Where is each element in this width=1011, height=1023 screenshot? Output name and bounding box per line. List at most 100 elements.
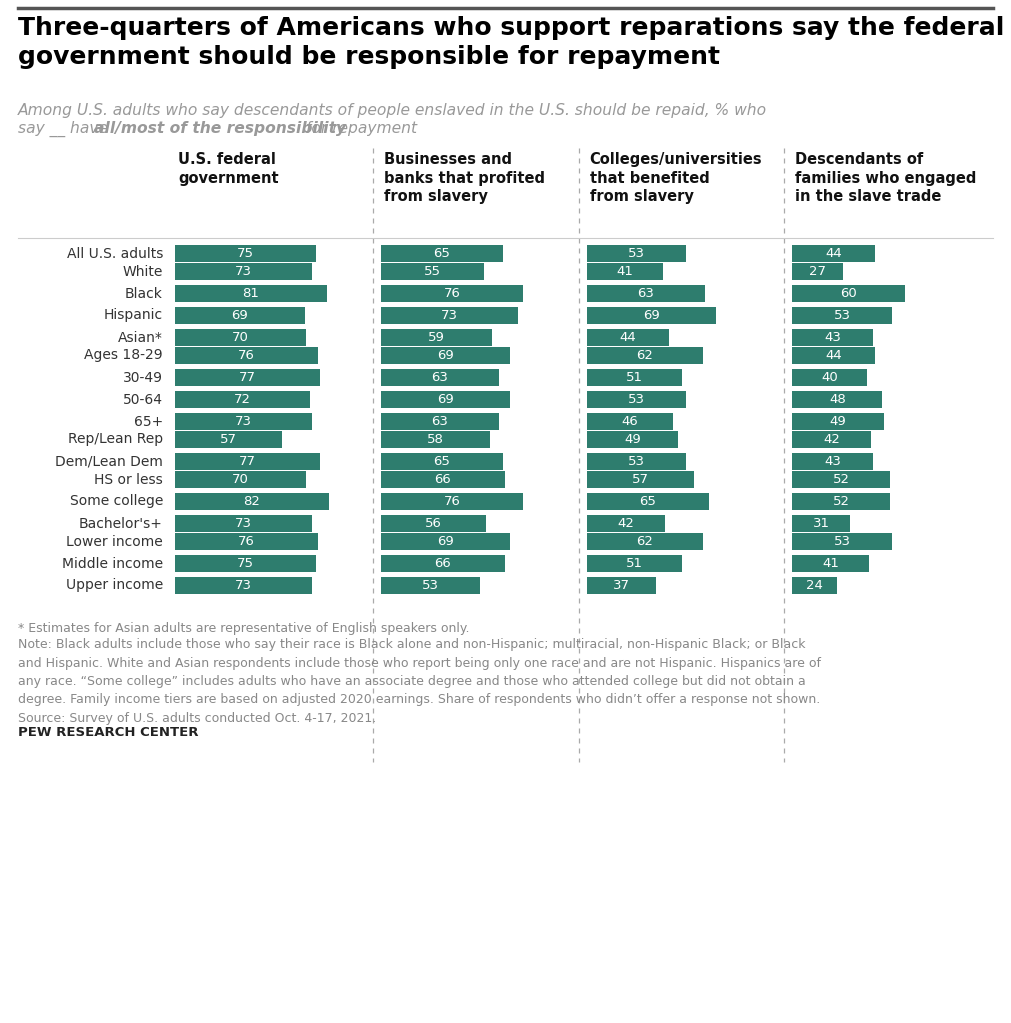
Text: 82: 82: [244, 495, 261, 508]
Text: 44: 44: [825, 247, 842, 260]
Text: 49: 49: [830, 415, 846, 428]
Bar: [586, 369, 682, 386]
Text: 76: 76: [238, 535, 255, 548]
Bar: [793, 307, 892, 324]
Text: all/most of the responsibility: all/most of the responsibility: [94, 121, 346, 136]
Bar: [586, 391, 686, 408]
Bar: [175, 413, 312, 430]
Text: 62: 62: [636, 535, 653, 548]
Bar: [175, 533, 317, 550]
Bar: [793, 471, 890, 488]
Text: 41: 41: [822, 557, 839, 570]
Text: 63: 63: [432, 415, 448, 428]
Bar: [175, 391, 310, 408]
Bar: [381, 431, 489, 448]
Text: 70: 70: [233, 473, 249, 486]
Text: Rep/Lean Rep: Rep/Lean Rep: [68, 433, 163, 446]
Text: Note: Black adults include those who say their race is Black alone and non-Hispa: Note: Black adults include those who say…: [18, 638, 821, 725]
Text: 76: 76: [444, 495, 461, 508]
Bar: [586, 347, 703, 364]
Text: Black: Black: [125, 286, 163, 301]
Bar: [175, 285, 328, 302]
Text: 58: 58: [427, 433, 444, 446]
Bar: [793, 369, 867, 386]
Bar: [793, 533, 892, 550]
Text: Bachelor's+: Bachelor's+: [79, 517, 163, 531]
Text: 77: 77: [239, 371, 256, 384]
Bar: [381, 244, 502, 262]
Bar: [586, 413, 673, 430]
Text: 63: 63: [432, 371, 448, 384]
Bar: [793, 453, 872, 470]
Text: 75: 75: [237, 557, 254, 570]
Bar: [381, 369, 499, 386]
Text: U.S. federal
government: U.S. federal government: [178, 152, 279, 185]
Bar: [793, 391, 883, 408]
Bar: [381, 577, 480, 594]
Text: 69: 69: [437, 393, 454, 406]
Bar: [175, 431, 282, 448]
Text: 65: 65: [639, 495, 656, 508]
Text: PEW RESEARCH CENTER: PEW RESEARCH CENTER: [18, 726, 198, 739]
Text: Ages 18-29: Ages 18-29: [84, 349, 163, 362]
Bar: [175, 493, 329, 510]
Text: Dem/Lean Dem: Dem/Lean Dem: [56, 454, 163, 469]
Text: 48: 48: [829, 393, 845, 406]
Bar: [175, 263, 312, 280]
Text: 56: 56: [425, 517, 442, 530]
Text: 42: 42: [618, 517, 634, 530]
Bar: [175, 347, 317, 364]
Bar: [381, 285, 524, 302]
Text: 73: 73: [441, 309, 458, 322]
Text: 69: 69: [232, 309, 248, 322]
Text: White: White: [122, 265, 163, 278]
Text: 65+: 65+: [133, 414, 163, 429]
Text: 44: 44: [825, 349, 842, 362]
Text: 24: 24: [807, 579, 823, 592]
Bar: [175, 453, 319, 470]
Bar: [586, 533, 703, 550]
Bar: [175, 369, 319, 386]
Text: 73: 73: [235, 579, 252, 592]
Bar: [793, 285, 905, 302]
Text: 52: 52: [833, 495, 849, 508]
Text: 42: 42: [823, 433, 840, 446]
Text: 27: 27: [809, 265, 826, 278]
Text: 43: 43: [824, 455, 841, 468]
Text: 76: 76: [444, 287, 461, 300]
Bar: [586, 577, 656, 594]
Text: 53: 53: [628, 393, 645, 406]
Text: 72: 72: [235, 393, 251, 406]
Text: 53: 53: [628, 455, 645, 468]
Text: 50-64: 50-64: [123, 393, 163, 406]
Text: 69: 69: [643, 309, 659, 322]
Text: 46: 46: [622, 415, 638, 428]
Text: Some college: Some college: [70, 494, 163, 508]
Bar: [381, 471, 504, 488]
Text: 52: 52: [833, 473, 849, 486]
Text: 51: 51: [626, 371, 643, 384]
Bar: [381, 329, 491, 346]
Bar: [586, 493, 709, 510]
Text: 81: 81: [243, 287, 260, 300]
Bar: [586, 555, 682, 572]
Text: 69: 69: [437, 349, 454, 362]
Bar: [381, 391, 511, 408]
Text: Colleges/universities
that benefited
from slavery: Colleges/universities that benefited fro…: [589, 152, 762, 205]
Text: for repayment: for repayment: [301, 121, 418, 136]
Bar: [381, 347, 511, 364]
Bar: [793, 577, 837, 594]
Bar: [793, 263, 843, 280]
Bar: [381, 413, 499, 430]
Text: Hispanic: Hispanic: [104, 309, 163, 322]
Text: say __ have: say __ have: [18, 121, 113, 137]
Bar: [793, 329, 872, 346]
Text: All U.S. adults: All U.S. adults: [67, 247, 163, 261]
Bar: [793, 347, 875, 364]
Bar: [175, 329, 306, 346]
Bar: [586, 329, 669, 346]
Bar: [175, 471, 306, 488]
Bar: [175, 307, 304, 324]
Text: Lower income: Lower income: [67, 534, 163, 548]
Text: 40: 40: [821, 371, 838, 384]
